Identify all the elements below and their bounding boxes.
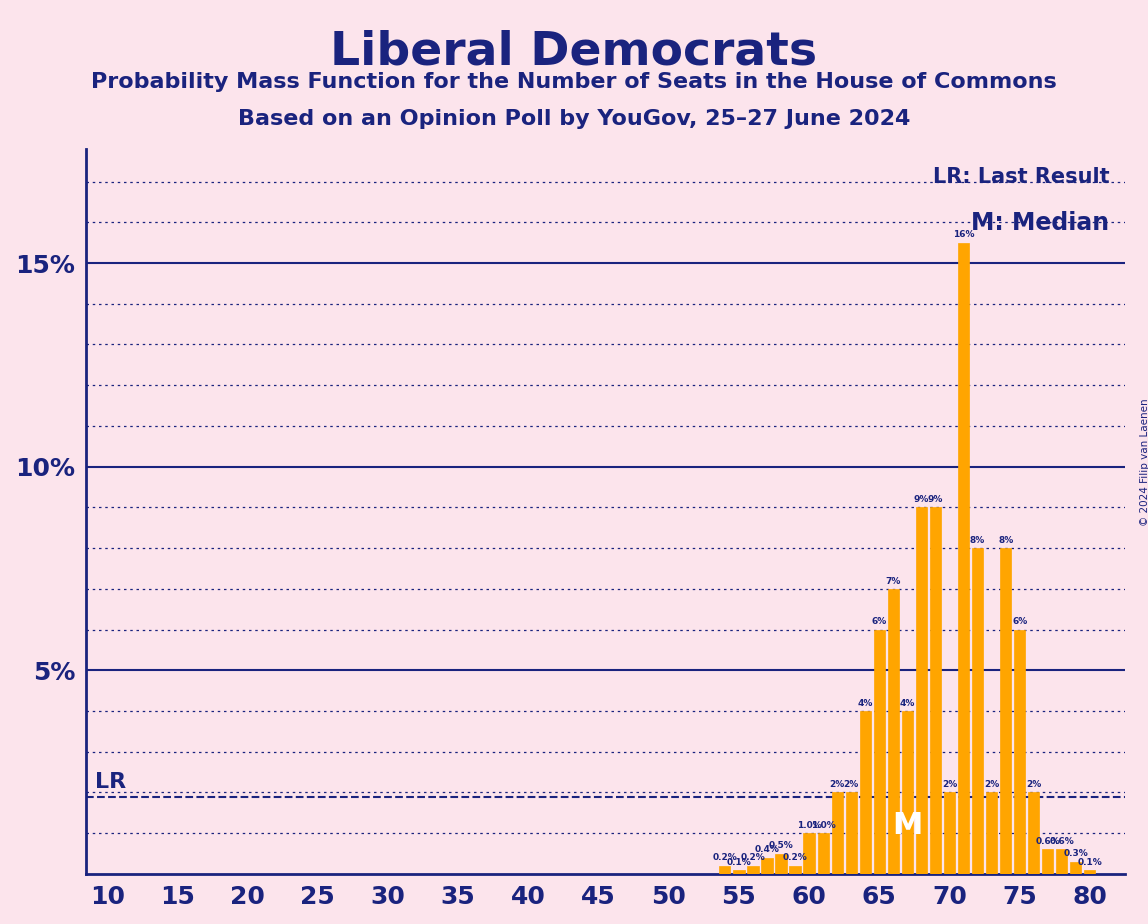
Bar: [860, 711, 871, 874]
Text: 1.0%: 1.0%: [810, 821, 836, 830]
Bar: [1029, 793, 1039, 874]
Text: 7%: 7%: [885, 577, 901, 586]
Text: 0.1%: 0.1%: [1078, 857, 1102, 867]
Bar: [775, 854, 786, 874]
Bar: [916, 507, 928, 874]
Bar: [817, 833, 829, 874]
Text: © 2024 Filip van Laenen: © 2024 Filip van Laenen: [1140, 398, 1148, 526]
Bar: [986, 793, 998, 874]
Text: 9%: 9%: [928, 495, 944, 505]
Text: 2%: 2%: [1026, 780, 1041, 789]
Text: 0.4%: 0.4%: [754, 845, 779, 855]
Bar: [1056, 849, 1068, 874]
Bar: [846, 793, 856, 874]
Bar: [831, 793, 843, 874]
Text: 0.2%: 0.2%: [783, 854, 807, 862]
Text: 4%: 4%: [858, 699, 872, 708]
Text: 0.2%: 0.2%: [713, 854, 737, 862]
Text: LR: Last Result: LR: Last Result: [933, 167, 1109, 187]
Text: Liberal Democrats: Liberal Democrats: [331, 30, 817, 75]
Bar: [901, 711, 913, 874]
Text: 0.2%: 0.2%: [740, 854, 766, 862]
Bar: [972, 548, 983, 874]
Bar: [957, 243, 969, 874]
Bar: [734, 869, 745, 874]
Text: M: M: [892, 810, 923, 840]
Bar: [720, 866, 730, 874]
Text: 4%: 4%: [900, 699, 915, 708]
Bar: [930, 507, 941, 874]
Bar: [790, 866, 800, 874]
Bar: [874, 629, 885, 874]
Text: 0.5%: 0.5%: [769, 841, 793, 850]
Text: 9%: 9%: [914, 495, 929, 505]
Text: 6%: 6%: [871, 617, 887, 626]
Bar: [887, 589, 899, 874]
Text: LR: LR: [94, 772, 125, 793]
Text: 2%: 2%: [984, 780, 999, 789]
Bar: [747, 866, 759, 874]
Text: 6%: 6%: [1013, 617, 1027, 626]
Text: 16%: 16%: [953, 230, 975, 239]
Text: 8%: 8%: [998, 536, 1014, 545]
Text: 8%: 8%: [970, 536, 985, 545]
Bar: [1014, 629, 1025, 874]
Text: 0.6%: 0.6%: [1035, 837, 1060, 846]
Text: 2%: 2%: [830, 780, 845, 789]
Text: 2%: 2%: [941, 780, 957, 789]
Text: 1.0%: 1.0%: [797, 821, 822, 830]
Bar: [944, 793, 955, 874]
Text: 2%: 2%: [844, 780, 859, 789]
Text: 0.3%: 0.3%: [1063, 849, 1088, 858]
Text: Probability Mass Function for the Number of Seats in the House of Commons: Probability Mass Function for the Number…: [91, 72, 1057, 92]
Text: 0.1%: 0.1%: [727, 857, 751, 867]
Text: 0.6%: 0.6%: [1049, 837, 1075, 846]
Bar: [1084, 869, 1095, 874]
Bar: [1042, 849, 1054, 874]
Text: Based on an Opinion Poll by YouGov, 25–27 June 2024: Based on an Opinion Poll by YouGov, 25–2…: [238, 109, 910, 129]
Bar: [1070, 862, 1081, 874]
Bar: [1000, 548, 1011, 874]
Bar: [804, 833, 815, 874]
Bar: [761, 857, 773, 874]
Text: M: Median: M: Median: [971, 211, 1109, 235]
